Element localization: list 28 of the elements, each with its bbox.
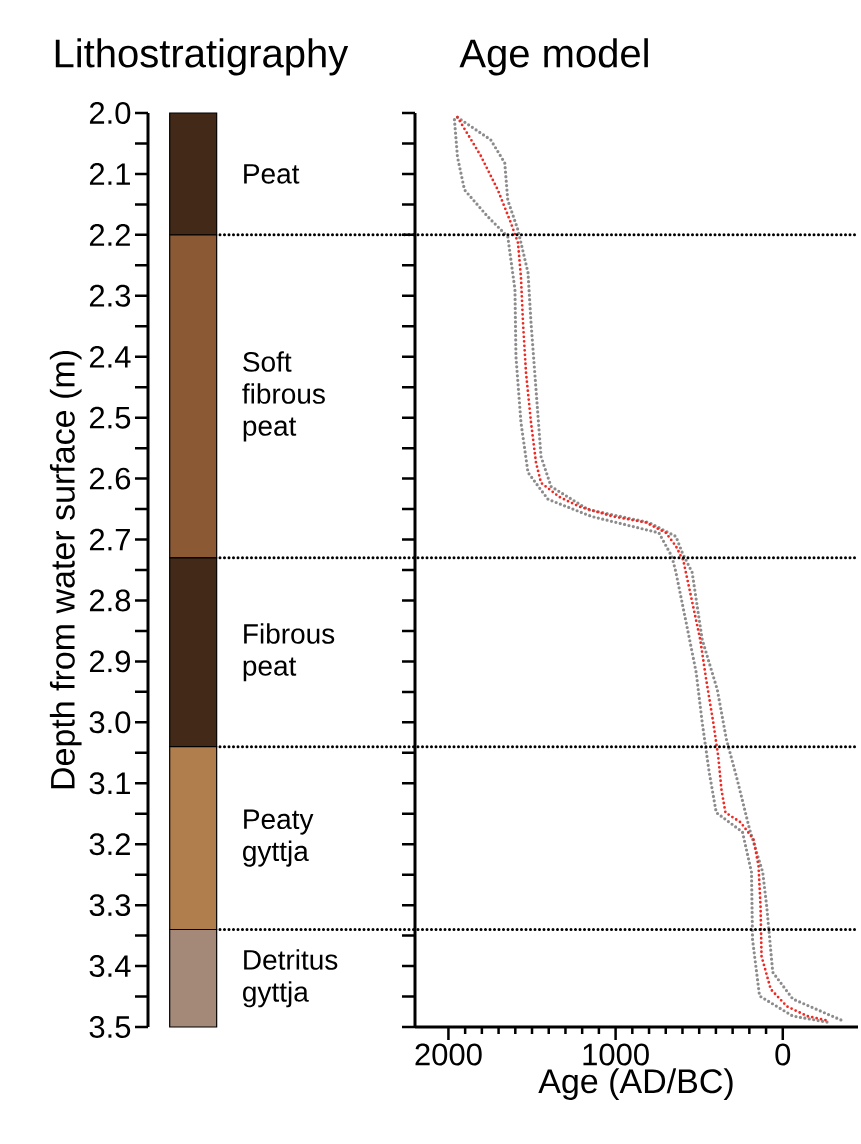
series-label: Peat xyxy=(244,164,300,184)
y-tick-label: 2.0 xyxy=(89,102,131,124)
y-tick-label: 3.1 xyxy=(89,772,130,795)
y-axis-title: Depth from water surface (m) xyxy=(49,351,82,789)
x-axis-title: Age (AD/BC) xyxy=(538,1068,733,1101)
y-tick-label: 3.5 xyxy=(89,1016,131,1038)
series-label: Detritus gyttja xyxy=(243,949,338,1008)
y-tick-label: 2.7 xyxy=(89,528,130,551)
y-tick-label: 2.8 xyxy=(89,589,131,612)
y-tick-label: 2.3 xyxy=(89,284,131,307)
series-label: Soft fibrous peat xyxy=(242,351,325,442)
y-tick-label: 2.4 xyxy=(89,345,131,368)
y-tick-label: 2.5 xyxy=(89,406,131,429)
y-tick-label: 3.4 xyxy=(89,955,131,978)
y-tick-label: 2.6 xyxy=(89,467,131,490)
y-tick-label: 3.3 xyxy=(89,894,131,917)
chart-title: Lithostratigraphy xyxy=(55,38,349,76)
x-tick-label: 2000 xyxy=(415,1043,482,1066)
series-label: Fibrous peat xyxy=(243,623,335,682)
x-tick-label: 0 xyxy=(775,1043,791,1066)
y-tick-label: 2.9 xyxy=(89,650,130,673)
y-tick-label: 3.2 xyxy=(89,833,130,856)
chart-title: Age model xyxy=(459,38,648,76)
y-tick-label: 2.1 xyxy=(89,163,130,185)
series-label: Peaty gyttja xyxy=(243,809,314,867)
y-tick-label: 3.0 xyxy=(89,711,131,734)
x-tick-label: 1000 xyxy=(583,1043,649,1066)
y-tick-label: 2.2 xyxy=(89,224,130,246)
